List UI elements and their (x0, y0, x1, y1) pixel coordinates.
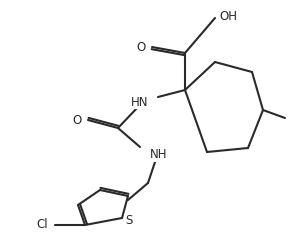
Text: O: O (73, 114, 82, 126)
Text: Cl: Cl (36, 219, 48, 231)
Text: S: S (125, 215, 133, 227)
Text: OH: OH (219, 9, 237, 23)
Text: NH: NH (150, 149, 167, 161)
Text: O: O (137, 40, 146, 54)
Text: HN: HN (131, 95, 148, 109)
